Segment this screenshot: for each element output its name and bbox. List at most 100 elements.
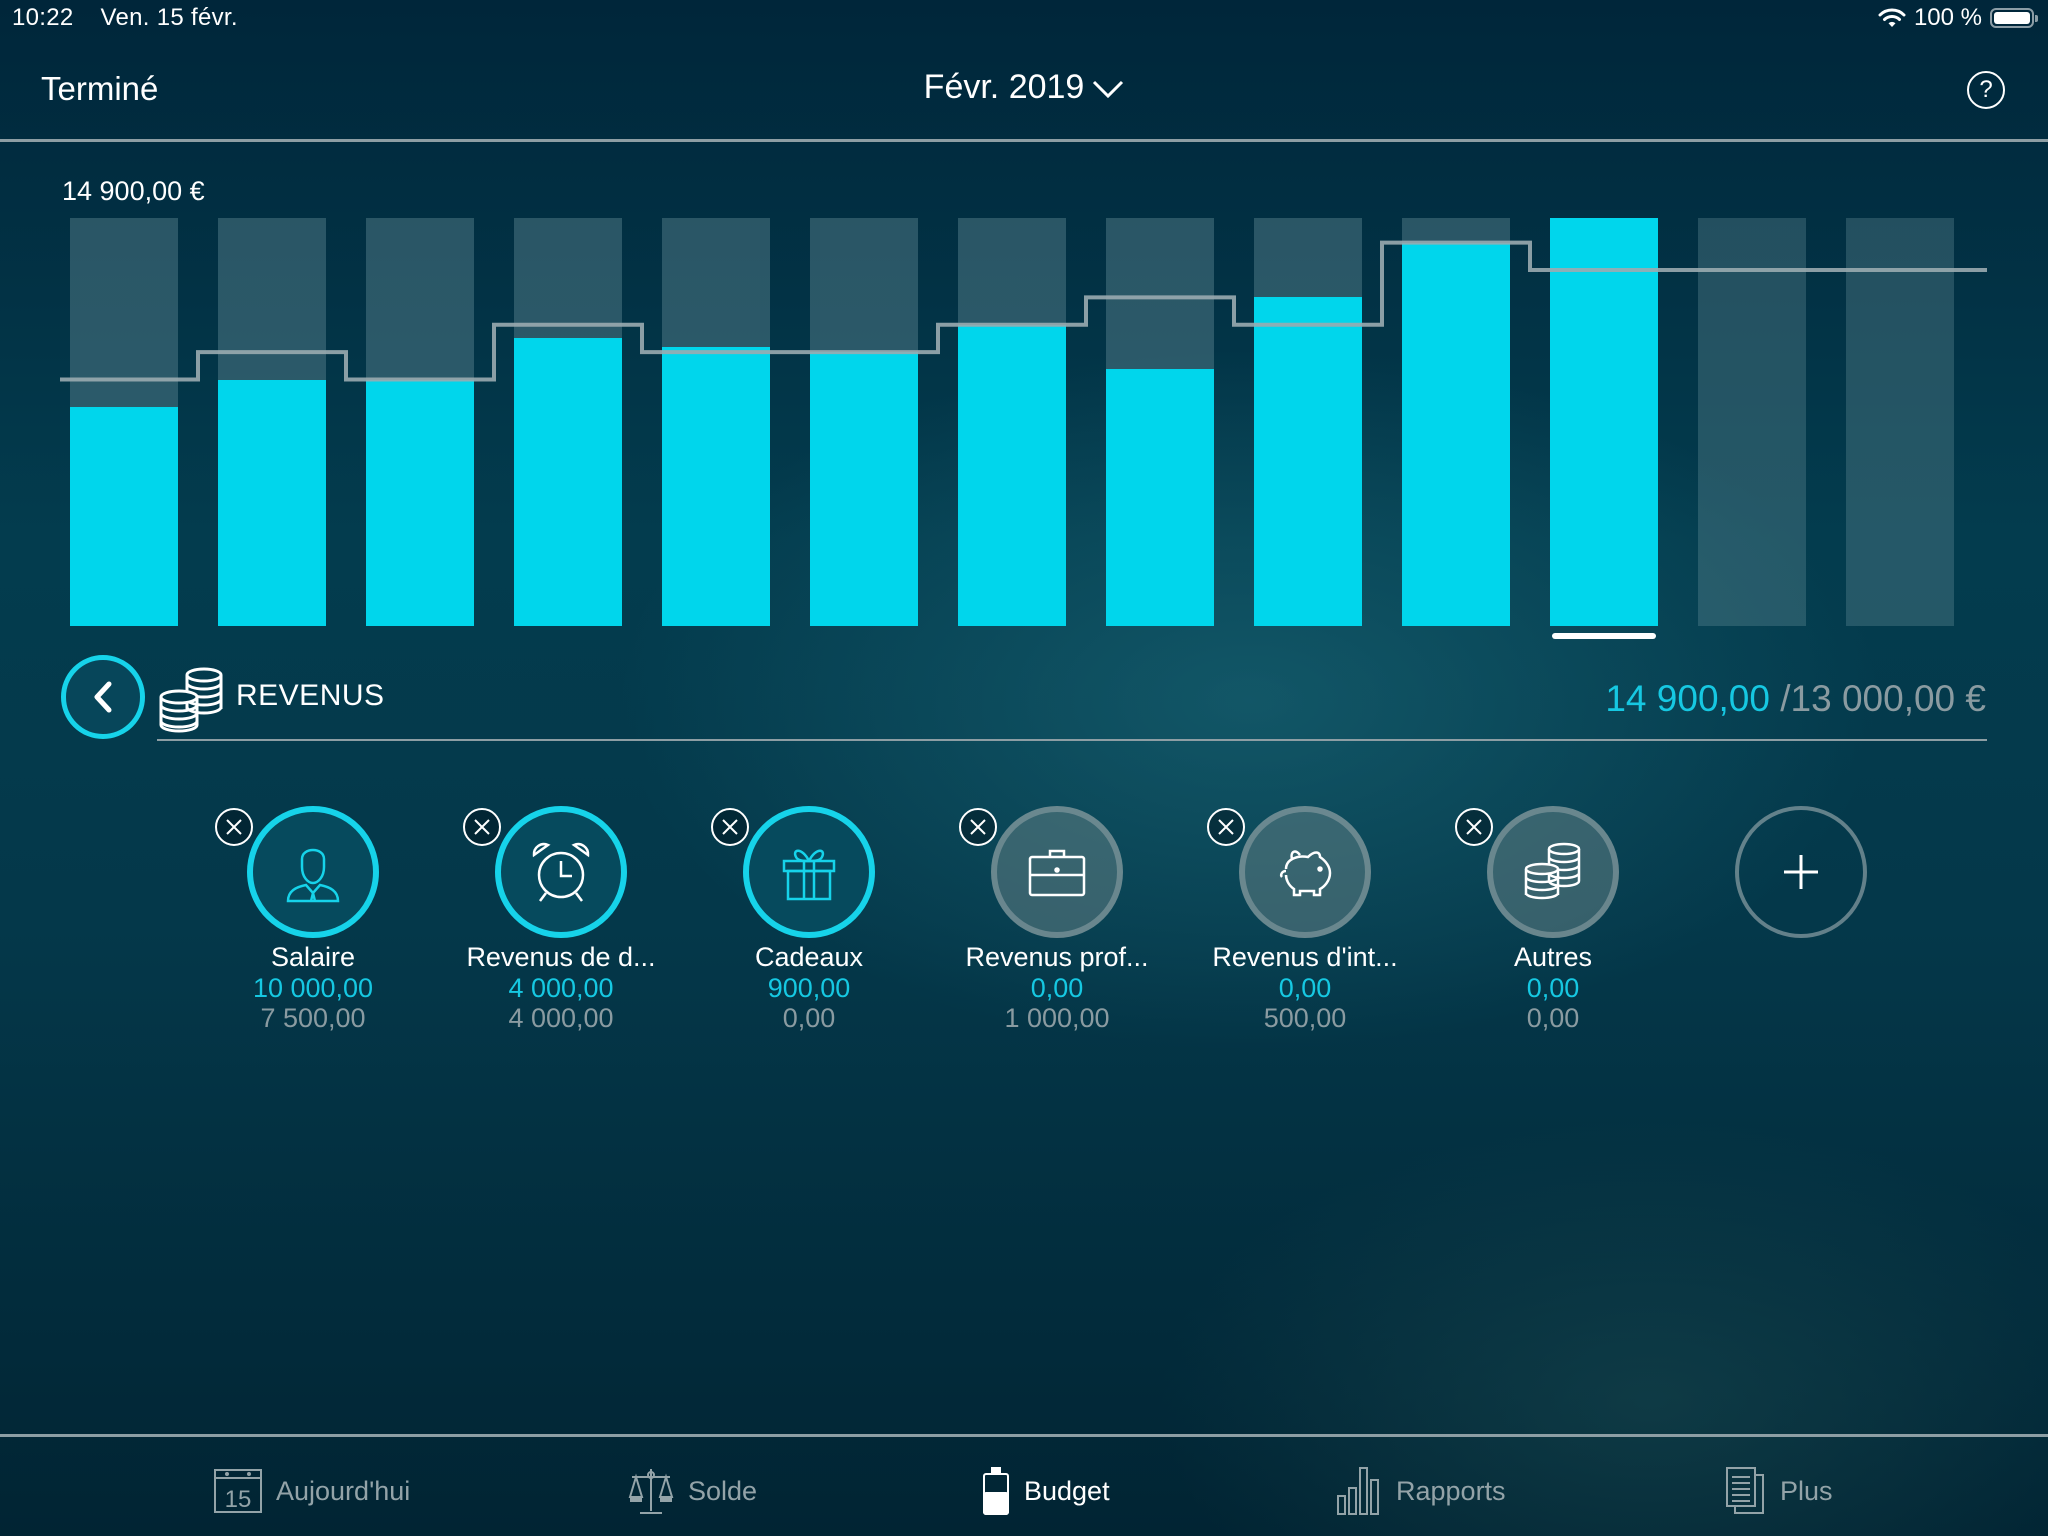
- chart-bar-month-4[interactable]: [514, 218, 622, 626]
- subcategory-icon-button[interactable]: [1487, 806, 1619, 938]
- subcategory-cadeaux[interactable]: Cadeaux 900,00 0,00: [689, 806, 929, 1033]
- tab-label: Budget: [1024, 1475, 1110, 1506]
- subcategory-actual: 900,00: [767, 973, 851, 1003]
- briefcase-icon: [1028, 849, 1086, 897]
- chart-bar-month-11[interactable]: [1550, 218, 1658, 626]
- category-total: 14 900,00 /13 000,00 €: [1605, 678, 1986, 720]
- status-date: Ven. 15 févr.: [100, 4, 238, 31]
- chart-bar-month-7[interactable]: [958, 218, 1066, 626]
- chart-bar-fill: [70, 406, 178, 626]
- help-button[interactable]: ?: [1967, 71, 2005, 109]
- category-name: REVENUS: [236, 679, 385, 712]
- remove-button[interactable]: [215, 808, 253, 846]
- subcategory-budget: 0,00: [1526, 1003, 1580, 1033]
- chart-bar-fill: [1254, 297, 1362, 626]
- chart-bar-month-2[interactable]: [218, 218, 326, 626]
- close-icon: [970, 819, 986, 835]
- budget-step-line: [60, 240, 1987, 382]
- chart-bar-fill: [810, 352, 918, 626]
- add-subcategory[interactable]: [1681, 806, 1921, 938]
- subcategory-revenus-dint[interactable]: Revenus d'int... 0,00 500,00: [1185, 806, 1425, 1033]
- chart-bar-month-9[interactable]: [1254, 218, 1362, 626]
- tab-budget[interactable]: Budget: [982, 1464, 1110, 1518]
- selected-month-indicator: [1552, 633, 1656, 639]
- subcategory-budget: 4 000,00: [508, 1003, 614, 1033]
- plus-icon: [1784, 855, 1818, 889]
- subcategory-icon-button[interactable]: [1239, 806, 1371, 938]
- subcategory-name: Salaire: [270, 942, 356, 972]
- header-divider: [0, 139, 2048, 142]
- chart-bar-month-10[interactable]: [1402, 218, 1510, 626]
- tab-aujourdhui[interactable]: 15 Aujourd'hui: [214, 1464, 410, 1518]
- subcategory-actual: 10 000,00: [252, 973, 374, 1003]
- status-bar-right: 100 %: [1878, 4, 2038, 32]
- chart-bar-month-1[interactable]: [70, 218, 178, 626]
- month-selector[interactable]: Févr. 2019: [0, 68, 2048, 107]
- close-icon: [1218, 819, 1234, 835]
- month-title: Févr. 2019: [923, 68, 1085, 106]
- chart-bar-fill: [366, 379, 474, 626]
- subcategory-budget: 0,00: [782, 1003, 836, 1033]
- subcategory-actual: 0,00: [1526, 973, 1580, 1003]
- calendar-icon: 15: [214, 1469, 262, 1513]
- tab-solde[interactable]: Solde: [628, 1464, 757, 1518]
- budget-jar-icon: [983, 1467, 1009, 1515]
- wifi-icon: [1878, 8, 1906, 27]
- remove-button[interactable]: [959, 808, 997, 846]
- subcategory-icon-button[interactable]: [743, 806, 875, 938]
- alarm-clock-icon: [532, 842, 590, 902]
- chart-bar-month-8[interactable]: [1106, 218, 1214, 626]
- subcategory-actual: 0,00: [1030, 973, 1084, 1003]
- subcategory-icon-button[interactable]: [991, 806, 1123, 938]
- subcategory-name: Revenus d'int...: [1212, 942, 1398, 972]
- close-icon: [226, 819, 242, 835]
- subcategory-icon-button[interactable]: [247, 806, 379, 938]
- subcategory-budget: 500,00: [1263, 1003, 1347, 1033]
- chart-bar-month-5[interactable]: [662, 218, 770, 626]
- tab-label: Plus: [1780, 1475, 1833, 1506]
- subcategory-revenus-prof[interactable]: Revenus prof... 0,00 1 000,00: [937, 806, 1177, 1033]
- scale-icon: [628, 1469, 674, 1514]
- chart-bar-month-12[interactable]: [1698, 218, 1806, 626]
- tab-label: Rapports: [1396, 1475, 1506, 1506]
- tab-label: Aujourd'hui: [276, 1475, 411, 1506]
- tab-label: Solde: [688, 1475, 758, 1506]
- chart-bar-month-3[interactable]: [366, 218, 474, 626]
- coins-icon: [159, 667, 223, 733]
- chart-bar-fill: [514, 338, 622, 626]
- subcategory-autres[interactable]: Autres 0,00 0,00: [1433, 806, 1673, 1033]
- coins-icon: [1524, 842, 1581, 900]
- subcategory-name: Revenus de d...: [466, 942, 656, 972]
- subcategory-budget: 1 000,00: [1004, 1003, 1110, 1033]
- chart-max-label: 14 900,00 €: [62, 176, 205, 206]
- add-subcategory-button[interactable]: [1735, 806, 1867, 938]
- remove-button[interactable]: [1207, 808, 1245, 846]
- close-icon: [1466, 819, 1482, 835]
- remove-button[interactable]: [463, 808, 501, 846]
- subcategory-icon-button[interactable]: [495, 806, 627, 938]
- category-divider: [157, 739, 1987, 741]
- done-button[interactable]: Terminé: [41, 70, 159, 107]
- status-bar-left: 10:22 Ven. 15 févr.: [12, 4, 258, 32]
- tab-rapports[interactable]: Rapports: [1336, 1464, 1506, 1518]
- close-icon: [722, 819, 738, 835]
- chart-bar-fill: [958, 324, 1066, 626]
- battery-percent: 100 %: [1913, 4, 1982, 31]
- chart-bar-month-6[interactable]: [810, 218, 918, 626]
- back-button[interactable]: [61, 655, 145, 739]
- gift-icon: [782, 849, 836, 901]
- battery-icon: [1990, 8, 2038, 28]
- subcategory-salaire[interactable]: Salaire 10 000,00 7 500,00: [193, 806, 433, 1033]
- subcategory-actual: 4 000,00: [508, 973, 614, 1003]
- subcategory-name: Revenus prof...: [965, 942, 1149, 972]
- tab-plus[interactable]: Plus: [1726, 1464, 1833, 1518]
- tab-bar-divider: [0, 1434, 2048, 1437]
- remove-button[interactable]: [1455, 808, 1493, 846]
- remove-button[interactable]: [711, 808, 749, 846]
- chevron-down-icon: [1093, 80, 1124, 99]
- category-budget-amount: /13 000,00 €: [1780, 678, 1986, 719]
- subcategory-revenus-de-d[interactable]: Revenus de d... 4 000,00 4 000,00: [441, 806, 681, 1033]
- piggy-bank-icon: [1279, 850, 1332, 897]
- subcategory-budget: 7 500,00: [260, 1003, 366, 1033]
- chart-bar-month-13[interactable]: [1846, 218, 1954, 626]
